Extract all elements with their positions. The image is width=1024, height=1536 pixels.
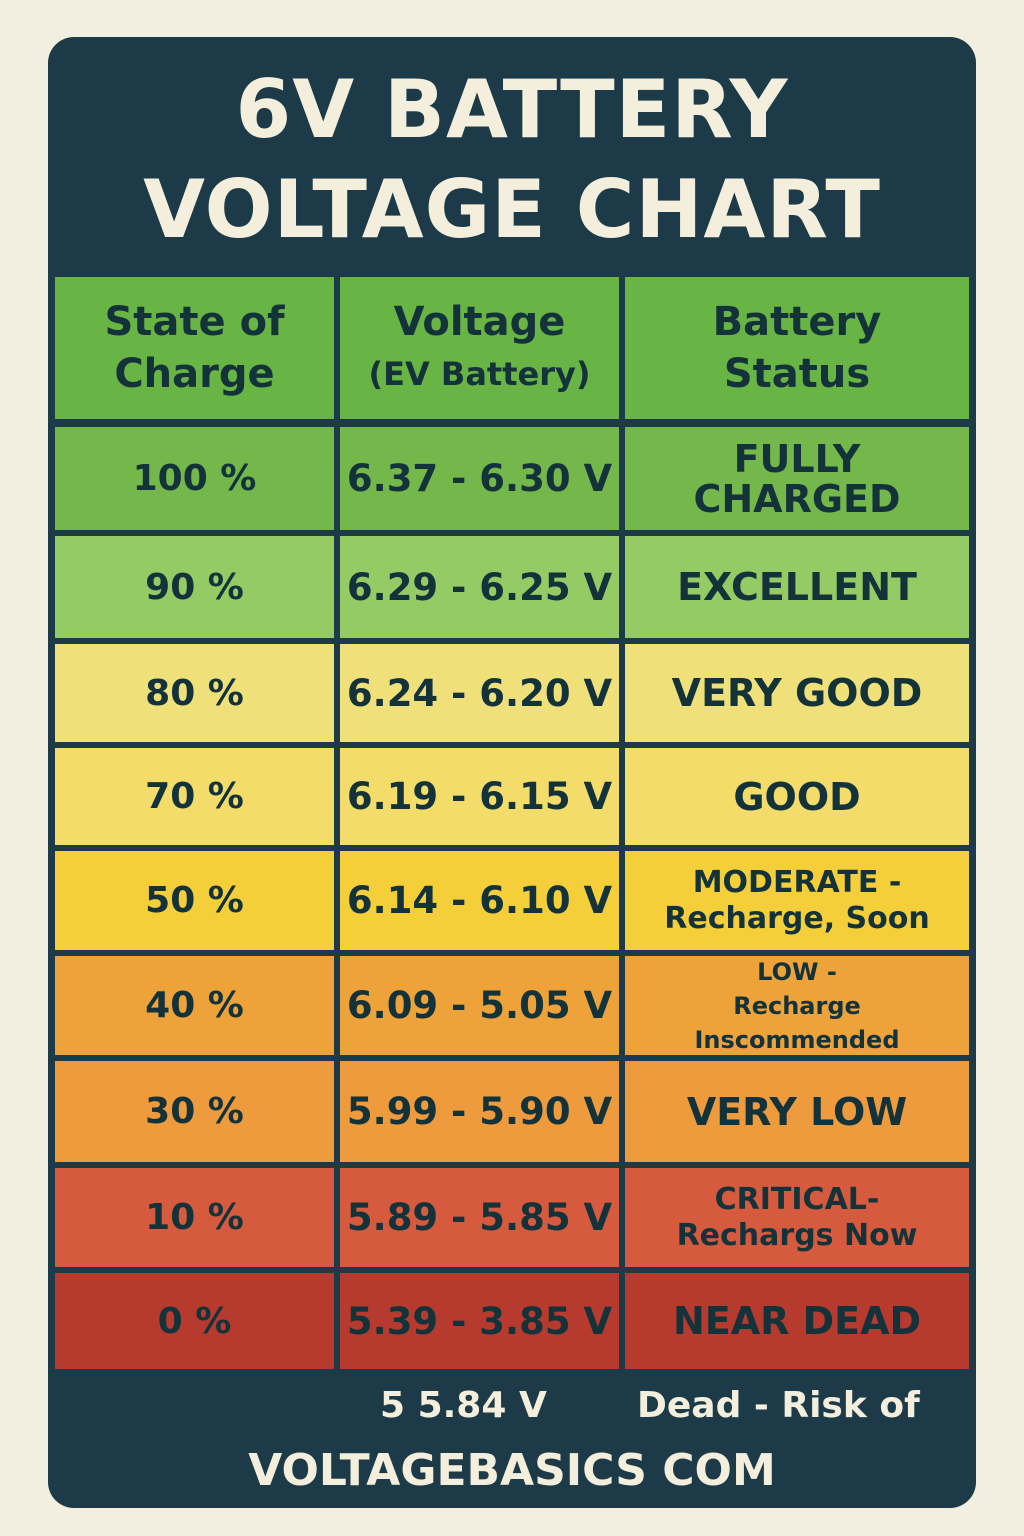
row-status-line: LOW - [757,957,837,986]
row-status: LOW - Recharge Inscommended [622,953,972,1058]
row-charge: 40 % [52,953,337,1058]
row-status-line: Recharge, Soon [664,900,930,936]
row-status-line: NEAR DEAD [672,1299,922,1343]
header-voltage-line: Voltage [393,299,566,345]
row-charge: 90 % [52,533,337,641]
row-charge-line: 30 % [145,1091,244,1132]
header-battery-status: Battery Status [622,274,972,422]
row-voltage-line: 5.89 - 5.85 V [346,1196,613,1239]
row-voltage: 6.37 - 6.30 V [337,424,622,533]
row-charge: 0 % [52,1270,337,1372]
row-status: CRITICAL- Rechargs Now [622,1165,972,1270]
header-state-of-charge-line: State of [104,299,285,345]
row-voltage: 5.99 - 5.90 V [337,1058,622,1165]
row-charge-line: 0 % [157,1300,232,1342]
title-line-1: 6V BATTERY [235,63,789,156]
row-status: FULLY CHARGED [622,424,972,533]
row-charge-line: 50 % [145,880,244,921]
row-voltage: 6.29 - 6.25 V [337,533,622,641]
row-status-line: EXCELLENT [677,565,917,609]
row-voltage-line: 5.99 - 5.90 V [346,1090,613,1133]
footer-note: Dead - Risk of [637,1385,920,1426]
row-status: VERY GOOD [622,641,972,745]
row-voltage: 6.09 - 5.05 V [337,953,622,1058]
row-charge: 100 % [52,424,337,533]
row-status-line: GOOD [733,774,861,819]
row-charge: 80 % [52,641,337,745]
row-voltage-line: 6.14 - 6.10 V [346,879,613,922]
row-status-line: FULLY [733,436,861,481]
row-voltage: 6.14 - 6.10 V [337,848,622,953]
row-status-line: VERY LOW [686,1089,908,1134]
row-status-line: CRITICAL- [714,1181,880,1217]
row-charge: 50 % [52,848,337,953]
row-status: EXCELLENT [622,533,972,641]
row-status: GOOD [622,745,972,848]
row-charge-line: 80 % [145,672,244,714]
row-charge-line: 40 % [145,985,244,1026]
row-status: NEAR DEAD [622,1270,972,1372]
row-voltage: 5.39 - 3.85 V [337,1270,622,1372]
header-state-of-charge-line: Charge [114,351,275,397]
row-charge: 30 % [52,1058,337,1165]
row-voltage-line: 6.19 - 6.15 V [346,775,613,818]
row-status-line: VERY GOOD [671,671,923,715]
row-charge: 10 % [52,1165,337,1270]
chart-title: 6V BATTERY VOLTAGE CHART [0,60,1024,260]
row-voltage: 6.24 - 6.20 V [337,641,622,745]
header-battery-status-line: Status [723,351,871,397]
header-state-of-charge: State of Charge [52,274,337,422]
row-status-line: Rechargs Now [676,1217,918,1253]
row-charge-line: 70 % [145,776,244,817]
row-voltage-line: 6.24 - 6.20 V [346,671,613,715]
row-status-line: MODERATE - [692,864,902,900]
row-voltage-line: 6.37 - 6.30 V [346,457,613,500]
header-voltage: Voltage (EV Battery) [337,274,622,422]
row-charge: 70 % [52,745,337,848]
row-voltage-line: 6.09 - 5.05 V [346,984,613,1027]
row-voltage: 5.89 - 5.85 V [337,1165,622,1270]
header-battery-status-line: Battery [712,299,882,345]
row-voltage: 6.19 - 6.15 V [337,745,622,848]
row-charge-line: 100 % [132,458,257,499]
footer-voltage: 5 5.84 V [380,1385,547,1426]
row-status-line: Recharge Inscommended [694,991,900,1054]
title-line-2: VOLTAGE CHART [143,163,881,256]
row-status: MODERATE - Recharge, Soon [622,848,972,953]
header-voltage-line: (EV Battery) [368,355,591,393]
row-voltage-line: 5.39 - 3.85 V [346,1299,613,1343]
website-label: VOLTAGEBASICS COM [248,1445,776,1496]
row-status: VERY LOW [622,1058,972,1165]
row-voltage-line: 6.29 - 6.25 V [346,565,613,609]
row-charge-line: 10 % [145,1197,244,1238]
row-charge-line: 90 % [145,566,244,608]
row-status-line: CHARGED [693,476,901,521]
